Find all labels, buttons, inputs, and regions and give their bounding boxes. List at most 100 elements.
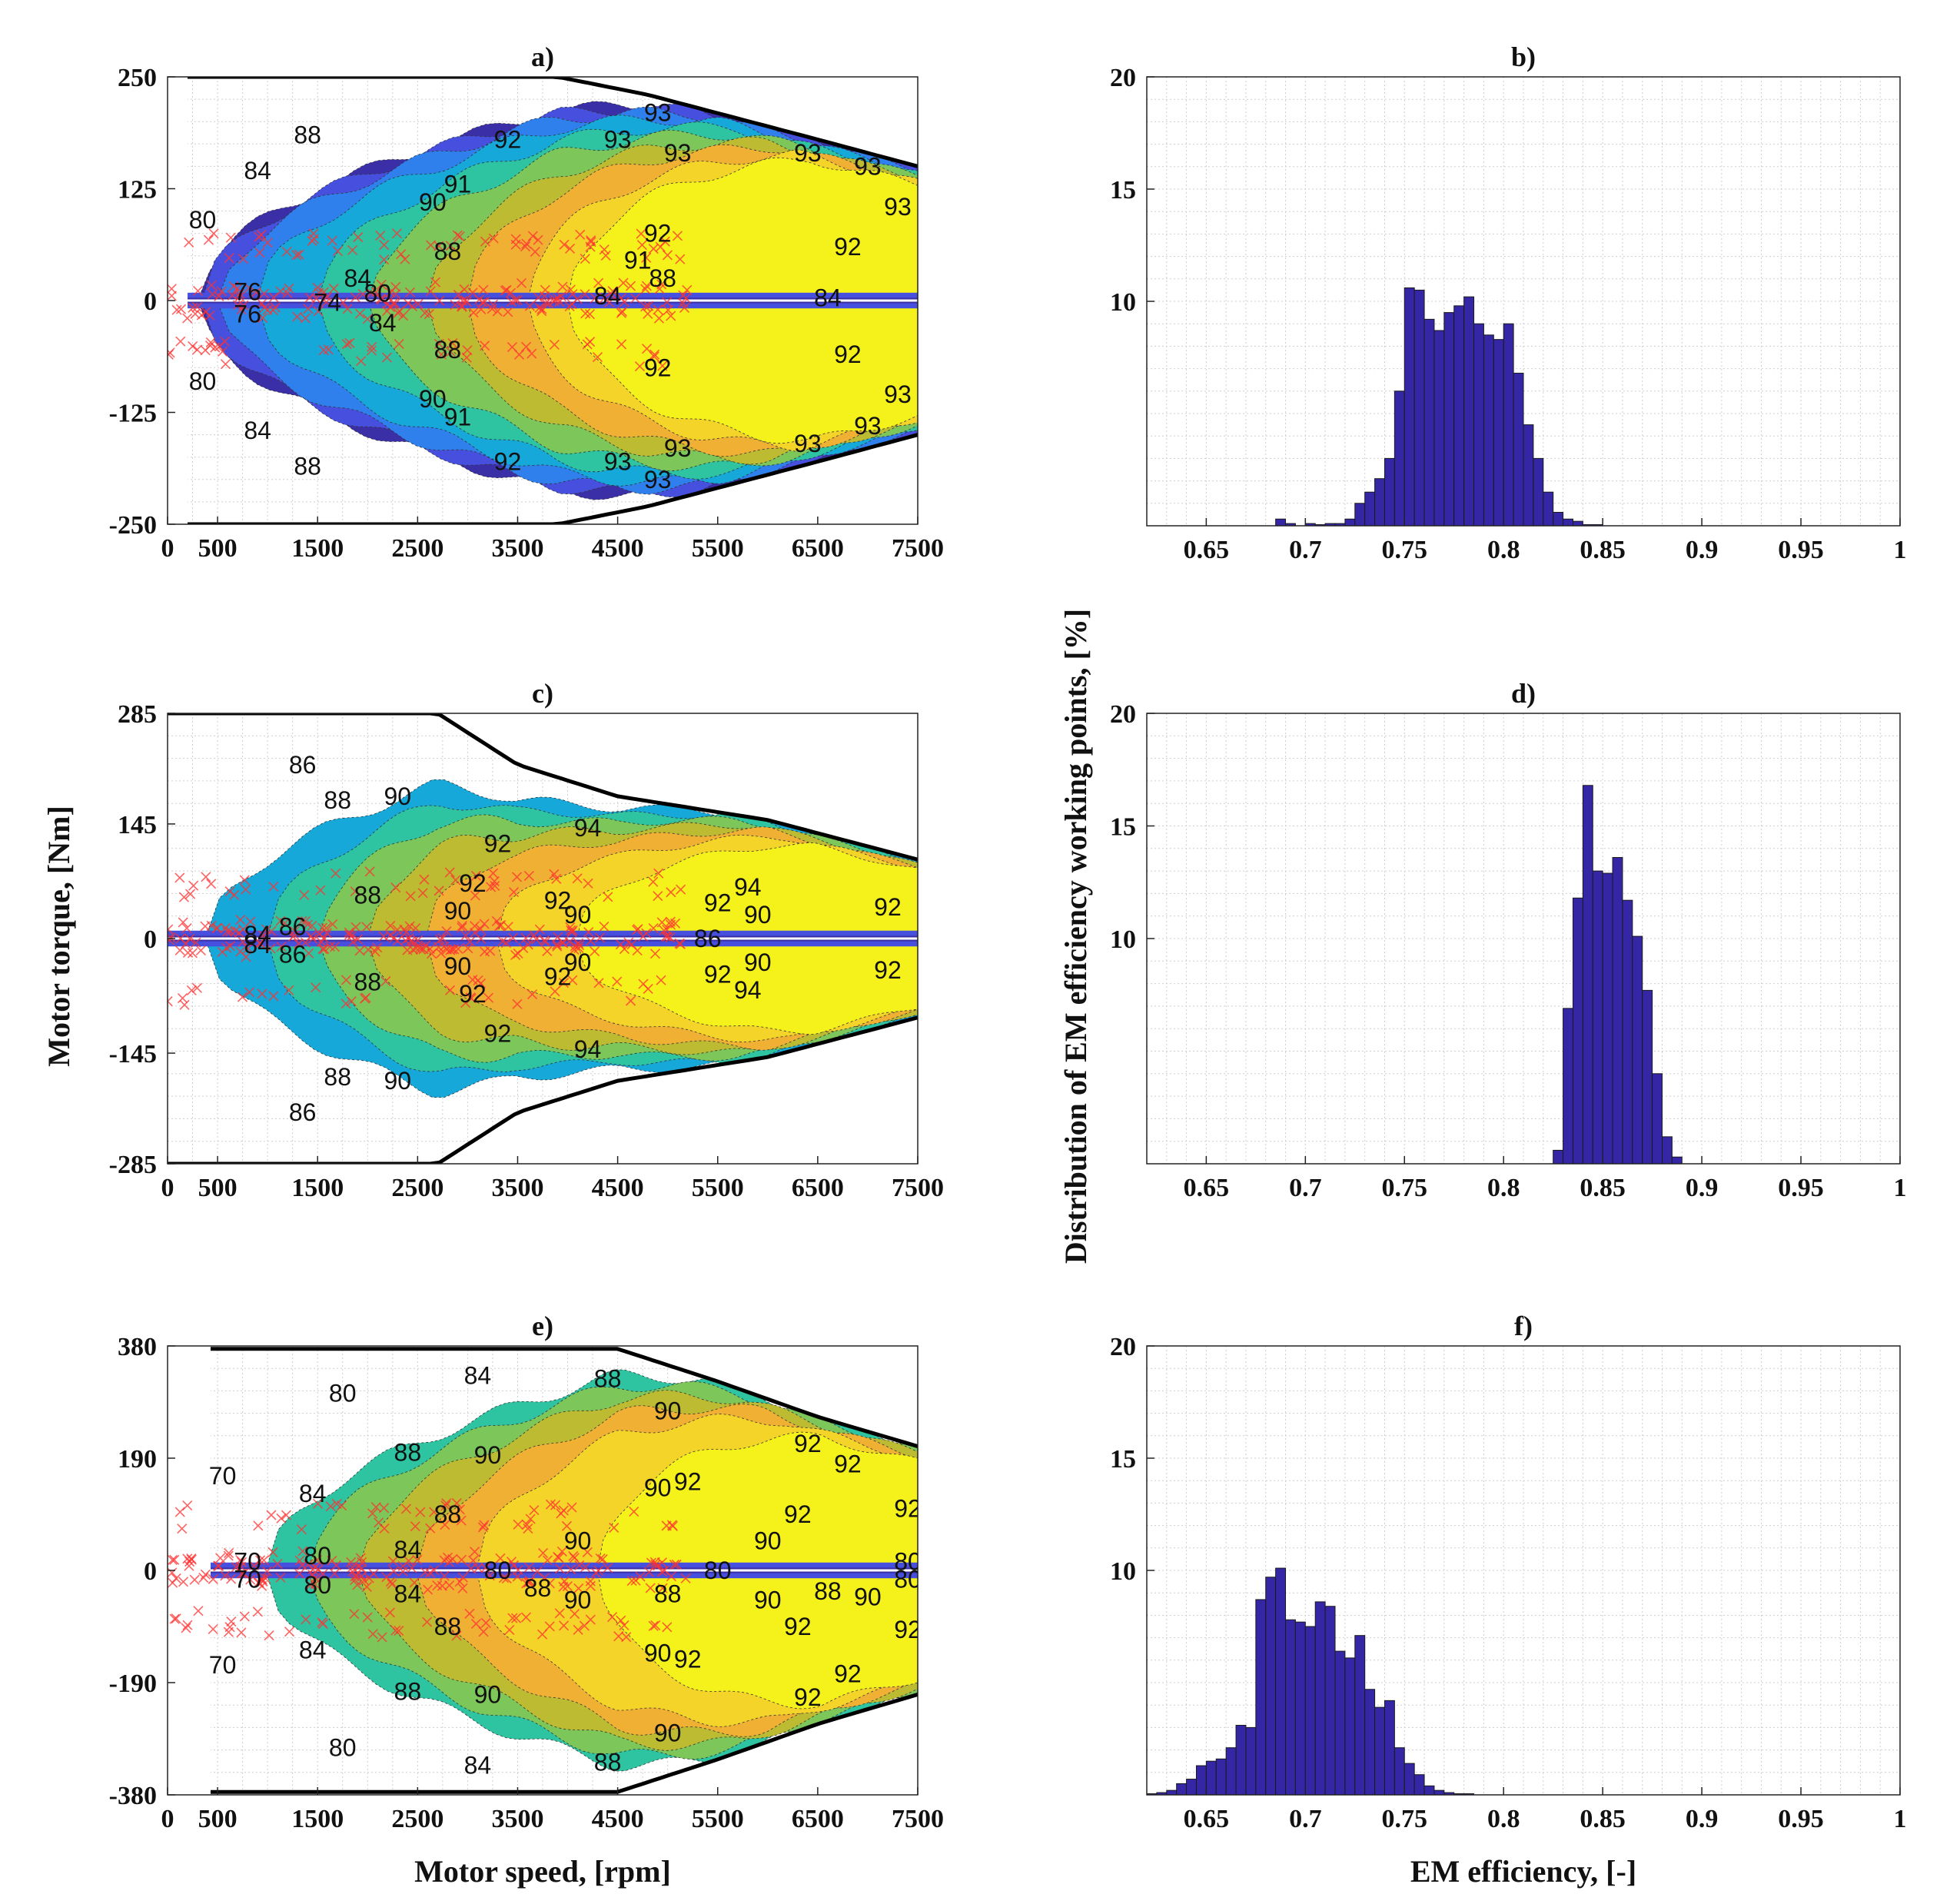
operating-point-marker xyxy=(382,298,393,309)
operating-point-marker xyxy=(257,989,267,999)
operating-point-marker xyxy=(363,945,374,955)
operating-point-marker xyxy=(327,235,337,246)
operating-point-marker xyxy=(436,948,447,959)
panel-b-ticks: 0.65 0.7 0.75 0.8 0.85 0.9 0.95 1 20 15 10 xyxy=(1110,64,1907,564)
x-tick-label: 1500 xyxy=(291,1805,344,1833)
operating-point-marker xyxy=(454,1504,465,1515)
histogram-bar xyxy=(1414,289,1425,527)
operating-point-marker xyxy=(254,938,265,949)
operating-point-marker xyxy=(404,287,416,297)
contour-level-label: 84 xyxy=(299,1637,327,1664)
operating-point-marker xyxy=(267,1547,278,1557)
operating-point-marker xyxy=(460,930,471,941)
operating-point-marker xyxy=(470,928,480,939)
histogram-bar xyxy=(1642,989,1653,1165)
operating-point-marker xyxy=(182,313,193,324)
operating-point-marker xyxy=(227,290,238,301)
panel-e-ticks: 0 500 1500 2500 3500 4500 5500 6500 75003801900-… xyxy=(109,1333,944,1833)
panel-d-ticks: 0.65 0.7 0.75 0.8 0.85 0.9 0.95 1 20 15 10 xyxy=(1110,700,1907,1202)
operating-point-marker xyxy=(580,254,590,264)
operating-point-marker xyxy=(507,932,518,943)
operating-point-marker xyxy=(313,306,324,317)
operating-point-marker xyxy=(347,936,358,947)
operating-point-marker xyxy=(375,230,386,241)
operating-point-marker xyxy=(678,290,689,301)
operating-point-marker xyxy=(508,886,520,898)
y-tick-label: -250 xyxy=(109,511,157,540)
panel-b: b) 0.65 0.7 0.75 0.8 0.85 0.9 0.95 1 20 15 10 xyxy=(1110,42,1907,564)
operating-point-marker xyxy=(357,288,368,300)
contour-level-label: 93 xyxy=(794,430,822,457)
operating-point-marker xyxy=(469,1547,480,1557)
contour-level-label: 93 xyxy=(854,412,882,440)
contour-level-label: 80 xyxy=(894,1566,922,1593)
operating-point-marker xyxy=(237,992,248,1002)
histogram-bar xyxy=(1572,897,1583,1165)
contour-level-label: 80 xyxy=(189,206,217,234)
operating-point-marker xyxy=(590,293,600,304)
operating-point-marker xyxy=(422,1584,434,1595)
operating-point-marker xyxy=(388,1566,399,1577)
operating-point-marker xyxy=(510,1613,522,1623)
operating-point-marker xyxy=(397,1566,408,1577)
operating-point-marker xyxy=(192,285,204,296)
operating-point-marker xyxy=(470,870,481,881)
operating-point-marker xyxy=(175,336,186,347)
operating-point-marker xyxy=(457,1583,468,1593)
operating-point-marker xyxy=(367,1508,378,1519)
operating-point-marker xyxy=(504,1624,515,1636)
operating-point-marker xyxy=(533,292,544,303)
histogram-bar xyxy=(1433,330,1445,527)
operating-point-marker xyxy=(582,1547,593,1557)
contour-level-label: 93 xyxy=(664,139,692,167)
contour-level-label: 84 xyxy=(594,282,622,310)
x-tick-label: 1500 xyxy=(291,534,344,563)
operating-point-marker xyxy=(429,1507,440,1517)
operating-point-marker xyxy=(344,929,355,940)
contour-level-label: 86 xyxy=(279,913,307,941)
contour-level-label: 86 xyxy=(289,1098,317,1126)
operating-point-marker xyxy=(214,1560,224,1571)
histogram-bar xyxy=(1275,1567,1287,1796)
operating-point-marker xyxy=(585,337,596,347)
x-tick-label: 0.8 xyxy=(1487,1805,1520,1833)
operating-point-marker xyxy=(501,1573,512,1584)
x-tick-label: 5500 xyxy=(692,1174,744,1202)
x-tick-label: 0.95 xyxy=(1778,1174,1824,1202)
operating-point-marker xyxy=(184,933,195,944)
operating-point-marker xyxy=(479,1520,490,1530)
operating-point-marker xyxy=(498,1573,509,1583)
operating-point-marker xyxy=(282,287,293,298)
operating-point-marker xyxy=(626,1575,637,1587)
outside-envelope-mask xyxy=(168,713,918,1164)
operating-point-marker xyxy=(387,1579,397,1590)
operating-point-marker xyxy=(510,239,521,250)
operating-point-marker xyxy=(527,348,537,359)
x-tick-label: 500 xyxy=(198,534,238,563)
operating-point-marker xyxy=(404,933,414,944)
contour-level-label: 90 xyxy=(384,1067,412,1095)
panel-c-ticks: 0 500 1500 2500 3500 4500 5500 6500 75002851450-… xyxy=(109,700,944,1202)
operating-point-marker xyxy=(384,1607,395,1618)
contour-level-label: 90 xyxy=(444,897,472,925)
operating-point-marker xyxy=(410,922,421,933)
operating-point-marker xyxy=(523,939,533,950)
operating-point-marker xyxy=(562,1580,573,1592)
contour-level-label: 70 xyxy=(209,1651,237,1679)
histogram-bar xyxy=(1572,520,1583,527)
x-tick-label: 2500 xyxy=(391,1805,443,1833)
contour-level-label: 80 xyxy=(189,367,217,395)
operating-point-marker xyxy=(419,874,430,885)
contour-level-label: 88 xyxy=(434,1613,462,1640)
operating-point-marker xyxy=(275,1572,286,1583)
contour-level-label: 93 xyxy=(884,380,912,408)
operating-point-marker xyxy=(530,934,541,945)
contour-level-label: 92 xyxy=(494,448,522,476)
operating-point-marker xyxy=(550,986,560,997)
operating-point-marker xyxy=(360,992,371,1003)
operating-point-marker xyxy=(649,349,660,360)
operating-points xyxy=(168,228,693,372)
histogram-bar xyxy=(1235,1724,1247,1796)
panel-e-title: e) xyxy=(532,1311,553,1341)
histogram-bar xyxy=(1622,899,1633,1165)
